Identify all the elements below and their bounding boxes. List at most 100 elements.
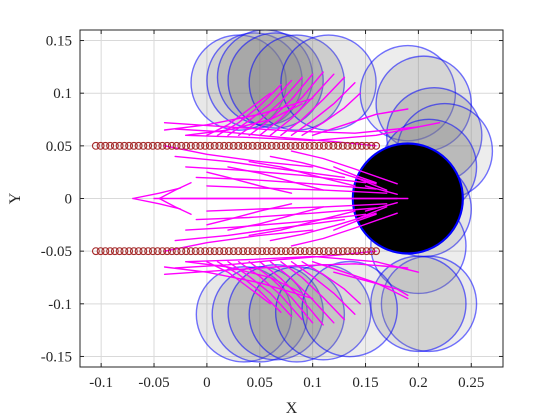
obstacle-circle: [370, 255, 467, 353]
marker-point: [258, 141, 267, 150]
marker-point: [215, 247, 224, 256]
marker-point: [158, 141, 167, 150]
marker-point: [319, 247, 328, 256]
marker-point: [253, 247, 262, 256]
marker-point: [234, 141, 243, 150]
marker-point: [362, 247, 371, 256]
y-tick-label: 0.15: [46, 34, 72, 50]
trajectory-line: [333, 271, 409, 297]
trajectory-line: [227, 206, 324, 231]
trajectory-line: [206, 261, 272, 305]
marker-point: [258, 247, 267, 256]
marker-point: [353, 141, 362, 150]
marker-point: [91, 247, 100, 256]
trajectory-line: [185, 255, 420, 273]
trajectory-line: [185, 166, 367, 184]
trajectory-line: [132, 187, 182, 200]
marker-point: [277, 141, 286, 150]
marker-point: [177, 141, 186, 150]
trajectory-line: [163, 97, 314, 131]
trajectory-line: [311, 261, 409, 300]
trajectory-line: [158, 181, 192, 200]
y-axis-label: Y: [7, 192, 24, 204]
trajectory-line: [174, 155, 346, 179]
marker-point: [310, 247, 319, 256]
y-tick-label: -0.05: [41, 244, 72, 260]
marker-point: [305, 141, 314, 150]
marker-point: [91, 141, 100, 150]
marker-point: [153, 141, 162, 150]
trajectory-line: [206, 185, 388, 194]
marker-point: [224, 141, 233, 150]
marker-point: [125, 141, 134, 150]
marker-point: [144, 141, 153, 150]
trajectory-line: [290, 150, 398, 185]
marker-point: [281, 247, 290, 256]
trajectory-line: [216, 84, 282, 137]
marker-point: [229, 141, 238, 150]
trajectory-line: [185, 121, 441, 142]
y-tick-label: 0.05: [46, 139, 72, 155]
marker-point: [210, 247, 219, 256]
marker-point: [144, 247, 153, 256]
marker-point: [182, 141, 191, 150]
marker-point: [367, 141, 376, 150]
trajectory-line: [301, 92, 361, 137]
marker-point: [315, 141, 324, 150]
x-tick-label: -0.1: [89, 375, 113, 391]
marker-point: [234, 247, 243, 256]
marker-point: [239, 141, 248, 150]
x-tick-label: 0.2: [409, 375, 428, 391]
trajectory-line: [333, 166, 377, 184]
marker-point: [243, 141, 252, 150]
trajectory-line: [290, 81, 356, 137]
marker-point: [172, 247, 181, 256]
x-tick-label: 0.25: [458, 375, 484, 391]
marker-point: [101, 141, 110, 150]
marker-point: [296, 141, 305, 150]
y-tick-label: -0.1: [48, 297, 72, 313]
marker-point: [296, 247, 305, 256]
marker-point: [248, 247, 257, 256]
x-tick-label: 0.15: [352, 375, 378, 391]
tick-labels: -0.1 -0.05 0 0.05 0.1 0.15 0.2 0.25 -0.15 -0.1 -0.…: [41, 34, 485, 391]
marker-point: [191, 247, 200, 256]
obstacle-circles: [190, 30, 494, 363]
marker-point: [110, 141, 119, 150]
trajectory-line: [248, 160, 356, 187]
trajectory-line: [280, 261, 346, 321]
marker-point: [182, 247, 191, 256]
marker-point: [163, 141, 172, 150]
x-tick-label: -0.05: [138, 375, 169, 391]
marker-point: [291, 141, 300, 150]
marker-point: [129, 141, 138, 150]
marker-point: [362, 141, 371, 150]
marker-point: [372, 141, 381, 150]
trajectory-line: [269, 261, 335, 324]
marker-point: [272, 247, 281, 256]
marker-point: [148, 141, 157, 150]
marker-point: [300, 247, 309, 256]
marker-point: [172, 141, 181, 150]
trajectory-line: [290, 212, 398, 247]
marker-point: [338, 247, 347, 256]
marker-point: [224, 247, 233, 256]
marker-point: [353, 247, 362, 256]
marker-point: [319, 141, 328, 150]
trajectory-line: [206, 203, 388, 212]
marker-point: [372, 247, 381, 256]
marker-point: [196, 141, 205, 150]
trajectory-line: [354, 206, 388, 221]
trajectory-line: [163, 266, 314, 300]
trajectory-line: [195, 176, 377, 190]
y-tick-label: 0: [65, 192, 73, 208]
marker-point: [129, 247, 138, 256]
marker-point: [110, 247, 119, 256]
marker-point: [239, 247, 248, 256]
marker-point: [267, 141, 276, 150]
x-axis-label: X: [286, 400, 298, 417]
marker-point: [253, 141, 262, 150]
marker-point: [329, 247, 338, 256]
marker-point: [300, 141, 309, 150]
marker-point: [334, 247, 343, 256]
